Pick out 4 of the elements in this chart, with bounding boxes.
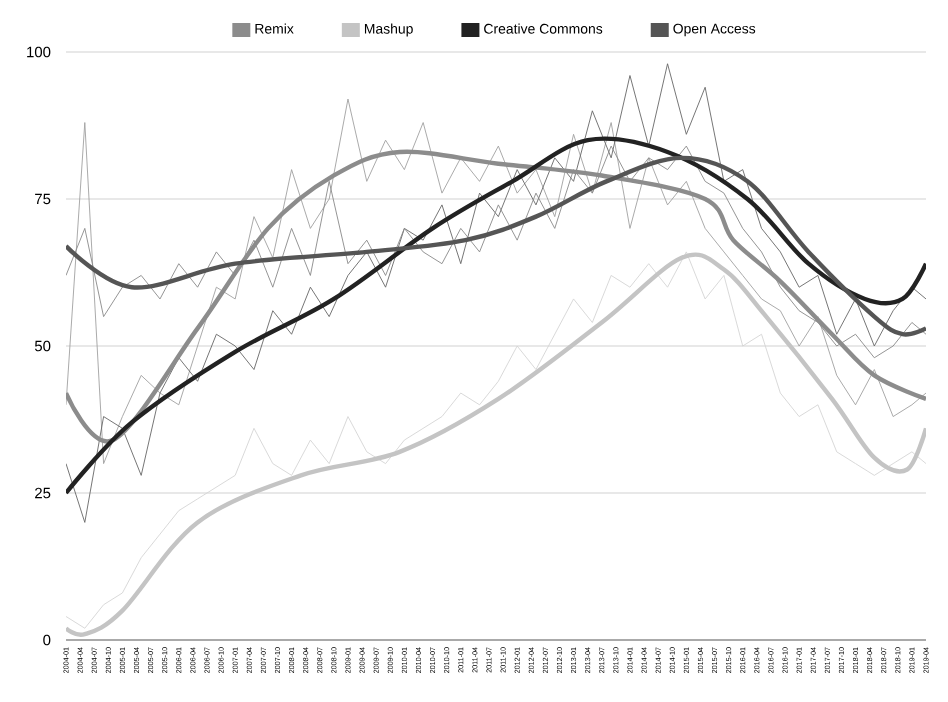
line-series [66,149,927,443]
line-series [66,136,927,496]
line-series [66,63,927,523]
line-series [66,98,927,465]
